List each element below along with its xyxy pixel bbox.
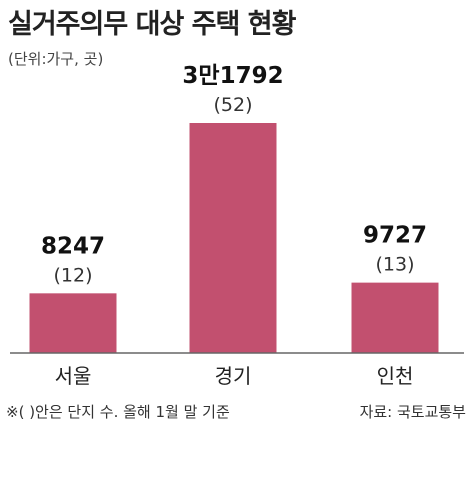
value-label: 8247	[41, 233, 105, 259]
bar-인천	[351, 282, 439, 353]
complex-count-label: (52)	[213, 94, 252, 116]
source-note: 자료: 국토교통부	[359, 403, 466, 421]
category-label: 서울	[55, 364, 92, 388]
category-label: 경기	[215, 364, 252, 388]
complex-count-label: (12)	[53, 264, 92, 286]
value-label: 9727	[363, 223, 427, 249]
bar-서울	[29, 293, 117, 353]
chart-title: 실거주의무 대상 주택 현황	[8, 9, 296, 40]
complex-count-label: (13)	[375, 254, 414, 276]
bar-경기	[189, 123, 277, 353]
value-label: 3만1792	[182, 63, 283, 89]
unit-note: (단위:가구, 곳)	[8, 50, 104, 68]
category-label: 인천	[377, 364, 414, 388]
footnote: ※( )안은 단지 수. 올해 1월 말 기준	[6, 403, 230, 421]
